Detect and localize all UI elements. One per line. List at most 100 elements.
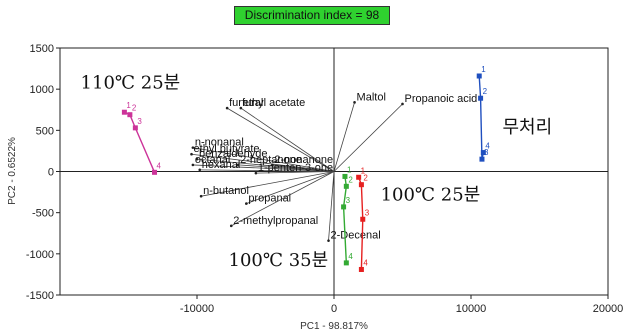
series-point-label: 2 [132,104,137,113]
loading-vector [333,103,403,172]
loading-point [198,168,202,172]
series-point-label: 4 [485,142,490,151]
series-point-label: 1 [347,165,352,174]
loading-vector [226,107,335,172]
loading-label: Maltol [357,91,386,103]
series-point [479,156,485,162]
y-tick-label: 1000 [30,84,54,96]
series-point [358,182,364,188]
y-axis-title: PC2 - 0.6522% [7,137,18,205]
group-label: 100℃ 35분 [229,250,329,271]
series-point [121,109,127,115]
series-line [478,75,485,160]
x-tick-label: 20000 [593,303,624,315]
loading-point [245,202,248,205]
series-point-label: 1 [361,166,366,175]
loading-point [327,239,330,242]
loading-vector [246,171,335,204]
series-point-label: 4 [348,252,353,261]
series-point [341,204,347,210]
series-point-label: 4 [363,258,368,267]
loading-point [229,224,233,228]
series-point [343,260,349,266]
loading-label: 2-nonanone [274,154,333,166]
series-point [127,112,133,118]
loading-vector [255,171,335,174]
loading-vector [272,164,335,172]
loading-point [239,106,243,110]
loading-label: hexanal [202,159,241,171]
loading-point [254,171,258,175]
series-point-label: 2 [483,87,488,96]
series-point-label: 2 [348,175,353,184]
loading-label: 1-penten-3-one [258,162,333,174]
series-point-label: 4 [157,161,162,170]
loading-vector [231,171,335,227]
loading-label: furfural [229,97,263,109]
series-point-label: 3 [137,117,142,126]
loading-vector [192,147,335,172]
series-point [478,95,484,101]
loading-point [401,102,404,106]
series-point [480,150,486,156]
series-point [152,169,158,175]
loading-point [353,101,356,104]
loading-label: 2-methylpropanal [233,215,318,227]
loading-point [199,194,203,198]
series-point [358,266,364,272]
series-point-label: 1 [481,65,486,74]
series-line [342,176,348,263]
y-tick-label: 500 [36,125,54,137]
series-point [476,73,482,79]
loading-point [225,106,229,110]
loading-point [191,163,195,167]
loading-label: Propanoic acid [405,93,478,105]
series-point-label: 3 [365,208,370,217]
loading-label: octanal [195,154,230,166]
loading-label: benzaldehyde [199,148,268,160]
discrimination-index-badge: Discrimination index = 98 [234,6,390,25]
loading-point [195,157,199,161]
x-tick-label: 0 [331,303,337,315]
y-tick-label: -500 [32,208,54,220]
x-tick-label: 10000 [456,303,487,315]
series-point [356,174,362,180]
loading-label: ethyl acetate [243,97,305,109]
series-point-label: 1 [126,101,131,110]
loading-point [191,146,195,149]
group-label: 무처리 [503,117,553,138]
y-tick-label: -1000 [26,249,54,261]
loading-vector [238,164,335,172]
loading-label: propanal [248,193,291,205]
loading-vector [192,164,335,172]
loading-point [271,163,274,167]
series-line [358,177,364,270]
x-axis-title: PC1 - 98.817% [300,321,368,332]
loading-vector [201,171,335,197]
series-point [342,173,348,179]
y-tick-label: -1500 [26,290,54,302]
loading-label: n-butanol [203,185,249,197]
series-line [124,111,156,173]
loading-label: n-nonanal [195,137,244,149]
group-label: 110℃ 25분 [81,72,181,93]
loading-vector [333,102,355,172]
loading-label: 2-Decenal [331,230,381,242]
loading-label: ethyl butyrate [194,143,260,155]
y-tick-label: 1500 [30,43,54,55]
loading-point [236,163,240,167]
series-point [360,216,366,222]
series-point [343,183,349,189]
series-point-label: 3 [484,148,489,157]
loading-vector [328,171,335,241]
loading-label: 2-heptanone [240,154,302,166]
x-tick-label: -10000 [180,303,214,315]
group-label: 100℃ 25분 [381,184,481,205]
y-tick-label: 0 [48,167,54,179]
loading-vector [199,169,335,172]
series-point [132,125,138,131]
series-point-label: 2 [363,174,368,183]
series-point-label: 3 [346,196,351,205]
loading-vector [240,107,335,172]
